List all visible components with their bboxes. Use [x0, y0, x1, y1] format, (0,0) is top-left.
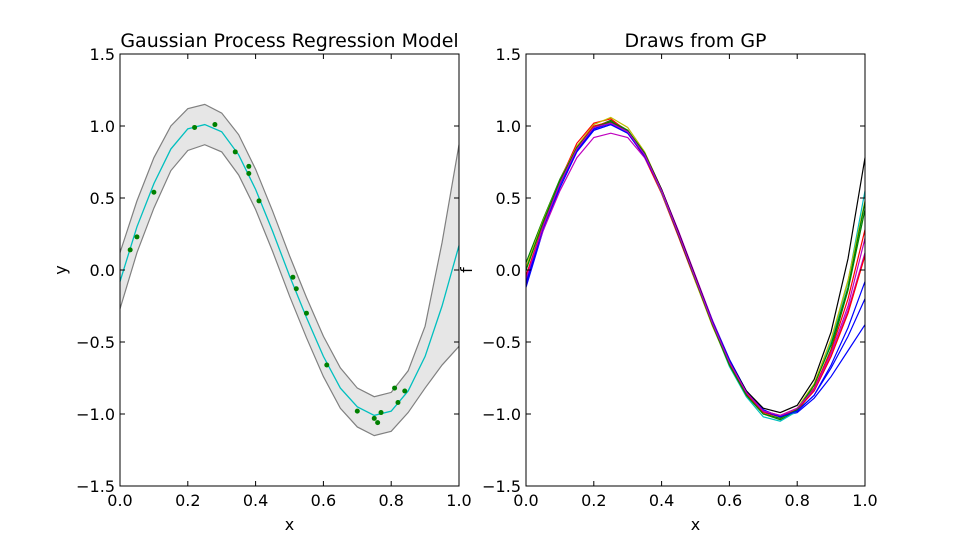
confidence-band [120, 104, 459, 436]
draw-line [525, 132, 866, 417]
draw-line [525, 121, 866, 419]
y-tick-label: −1.0 [482, 405, 521, 424]
y-tick-label: 1.0 [496, 117, 521, 136]
data-point [192, 124, 198, 130]
draw-line [525, 121, 866, 418]
x-tick-label: 0.0 [107, 491, 132, 510]
axes-frame [525, 53, 866, 487]
x-tick-label: 1.0 [852, 491, 877, 510]
data-point [402, 388, 408, 394]
data-point [303, 310, 309, 316]
data-point [324, 362, 330, 368]
draw-line [525, 122, 866, 414]
x-tick-label: 0.8 [784, 491, 809, 510]
x-tick-label: 0.8 [378, 491, 403, 510]
y-tick-label: 1.0 [90, 117, 115, 136]
draw-line [525, 119, 866, 421]
data-point [371, 415, 377, 421]
mean-line [119, 123, 460, 417]
data-point [127, 247, 133, 253]
draw-line [525, 122, 866, 417]
draw-line [525, 122, 866, 418]
y-tick-label: −1.5 [482, 477, 521, 496]
y-tick-label: 1.5 [496, 45, 521, 64]
panel-gp-regression: 0.0 0.2 0.4 0.6 0.8 1.0 −1.5 −1.0 −0.5 0.0 0.5 1.0 1… [51, 30, 472, 534]
draw-line [525, 121, 866, 422]
axes-frame [119, 53, 460, 487]
x-tick-label: 1.0 [446, 491, 471, 510]
data-point [151, 189, 157, 195]
data-point [293, 286, 299, 292]
y-axis-label: f [457, 267, 476, 273]
x-tick-label: 0.2 [175, 491, 200, 510]
x-tick-label: 0.6 [717, 491, 742, 510]
x-axis-label: x [285, 515, 294, 534]
y-tick-label: 0.0 [90, 261, 115, 280]
y-tick-label: 0.5 [496, 189, 521, 208]
draw-line [525, 118, 866, 417]
x-tick-label: 0.2 [581, 491, 606, 510]
data-point [256, 198, 262, 204]
data-point [246, 171, 252, 177]
data-point [212, 122, 218, 128]
y-tick-label: −0.5 [76, 333, 115, 352]
band-lower-line [119, 144, 460, 437]
data-point [354, 408, 360, 414]
x-tick-label: 0.4 [649, 491, 674, 510]
chart-title: Draws from GP [625, 30, 767, 52]
x-axis-label: x [691, 515, 700, 534]
y-tick-label: −0.5 [482, 333, 521, 352]
panel-gp-draws: 0.0 0.2 0.4 0.6 0.8 1.0 −1.5 −1.0 −0.5 0.0 0.5 1.0 1… [457, 30, 878, 534]
data-point [378, 410, 384, 416]
band-upper-line [119, 103, 460, 398]
y-tick-label: −1.5 [76, 477, 115, 496]
y-tick-label: 1.5 [90, 45, 115, 64]
y-tick-label: 0.0 [496, 261, 521, 280]
data-point [246, 163, 252, 169]
data-point [375, 420, 381, 426]
x-tick-label: 0.4 [243, 491, 268, 510]
data-point [232, 149, 238, 155]
x-tick-label: 0.6 [311, 491, 336, 510]
draw-line [525, 116, 866, 419]
draw-line [525, 123, 866, 418]
data-point [290, 274, 296, 280]
x-tick-label: 0.0 [513, 491, 538, 510]
y-tick-label: −1.0 [76, 405, 115, 424]
chart-title: Gaussian Process Regression Model [120, 30, 458, 52]
y-tick-label: 0.5 [90, 189, 115, 208]
draw-line [525, 123, 866, 418]
y-axis-label: y [51, 265, 70, 274]
data-point [134, 234, 140, 240]
data-point [392, 385, 398, 391]
data-point [395, 399, 401, 405]
